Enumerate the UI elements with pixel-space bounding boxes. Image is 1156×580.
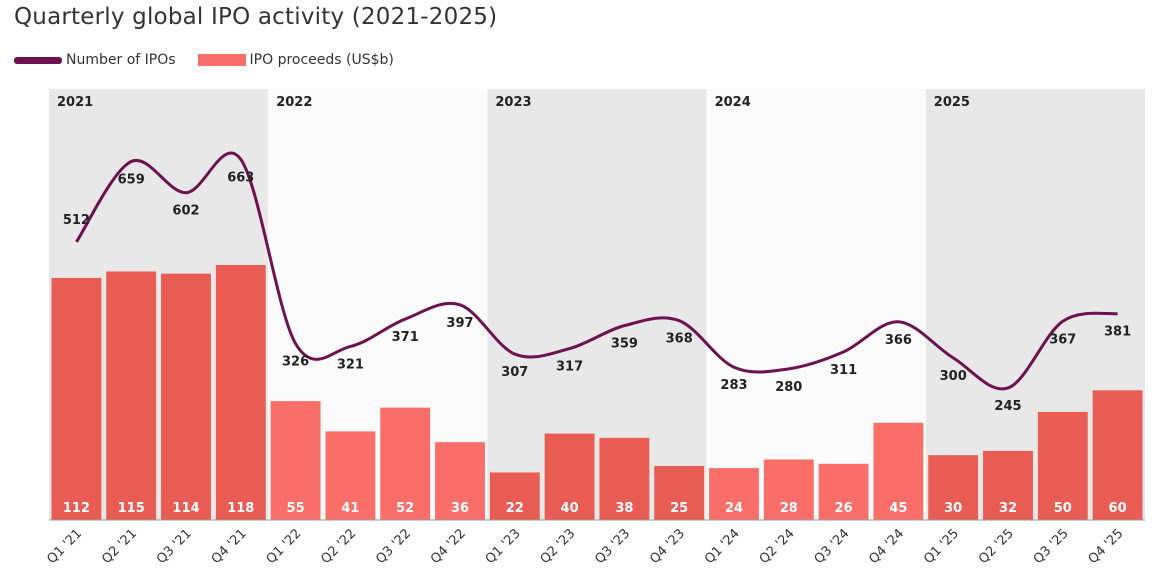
x-tick-label: Q1 '21 xyxy=(44,526,85,567)
bar-proceeds xyxy=(1037,411,1088,520)
bar-value-label: 55 xyxy=(287,501,305,516)
bar-proceeds xyxy=(873,422,924,520)
bar-proceeds xyxy=(599,437,650,520)
bar-value-label: 22 xyxy=(506,501,524,516)
bar-value-label: 25 xyxy=(670,501,688,516)
bar-value-label: 32 xyxy=(999,501,1017,516)
year-label-2022: 2022 xyxy=(276,95,312,110)
bar-proceeds xyxy=(709,468,759,520)
chart-title: Quarterly global IPO activity (2021-2025… xyxy=(14,4,498,30)
bar-value-label: 50 xyxy=(1054,501,1072,516)
bar-value-label: 118 xyxy=(227,501,254,516)
bar-proceeds xyxy=(380,407,431,520)
line-value-label: 371 xyxy=(392,330,419,345)
bar-value-label: 115 xyxy=(118,501,145,516)
x-tick-label: Q4 '23 xyxy=(647,526,688,567)
bar-proceeds xyxy=(818,463,869,520)
legend-item-proceeds[interactable]: IPO proceeds (US$b) xyxy=(197,52,394,68)
x-tick-label: Q4 '22 xyxy=(428,526,469,567)
line-value-label: 300 xyxy=(940,369,967,384)
bar-value-label: 40 xyxy=(561,501,579,516)
x-tick-label: Q2 '24 xyxy=(757,526,798,567)
x-tick-label: Q3 '23 xyxy=(592,526,633,567)
x-tick-label: Q3 '25 xyxy=(1031,526,1072,567)
line-value-label: 311 xyxy=(830,363,857,378)
line-value-label: 359 xyxy=(611,337,638,352)
bar-proceeds xyxy=(544,433,595,520)
x-tick-label: Q4 '24 xyxy=(866,526,907,567)
bar-proceeds xyxy=(983,450,1033,520)
line-value-label: 245 xyxy=(994,399,1021,414)
line-value-label: 321 xyxy=(337,357,364,372)
bar-proceeds xyxy=(51,277,102,520)
bar-value-label: 52 xyxy=(396,501,414,516)
line-value-label: 512 xyxy=(63,213,90,228)
line-value-label: 317 xyxy=(556,360,583,375)
legend-label-proceeds: IPO proceeds (US$b) xyxy=(249,52,394,68)
year-label-2023: 2023 xyxy=(495,95,531,110)
bar-value-label: 24 xyxy=(725,501,743,516)
year-band-2023 xyxy=(487,89,707,520)
x-tick-label: Q4 '25 xyxy=(1086,526,1127,567)
line-value-label: 367 xyxy=(1049,332,1076,347)
line-value-label: 397 xyxy=(446,316,473,331)
bar-value-label: 30 xyxy=(944,501,962,516)
x-tick-label: Q3 '24 xyxy=(812,526,853,567)
bar-value-label: 38 xyxy=(615,501,633,516)
legend-label-ipos: Number of IPOs xyxy=(66,52,176,68)
bar-proceeds xyxy=(654,465,705,520)
line-value-label: 663 xyxy=(227,170,254,185)
x-tick-label: Q1 '22 xyxy=(264,526,305,567)
year-label-2025: 2025 xyxy=(934,95,970,110)
bar-value-label: 28 xyxy=(780,501,798,516)
line-value-label: 280 xyxy=(775,380,802,395)
bar-proceeds xyxy=(928,455,979,520)
line-value-label: 307 xyxy=(501,365,528,380)
year-label-2021: 2021 xyxy=(57,95,93,110)
x-tick-label: Q1 '24 xyxy=(702,526,743,567)
bar-proceeds xyxy=(1092,390,1143,520)
x-tick-label: Q1 '23 xyxy=(483,526,524,567)
bar-value-label: 112 xyxy=(63,501,90,516)
bar-value-label: 26 xyxy=(835,501,853,516)
line-value-label: 368 xyxy=(666,332,693,347)
year-label-2024: 2024 xyxy=(715,95,751,110)
x-tick-label: Q3 '21 xyxy=(154,526,195,567)
x-tick-label: Q1 '25 xyxy=(921,526,962,567)
line-value-label: 326 xyxy=(282,355,309,370)
legend-line-swatch xyxy=(14,56,62,64)
bar-value-label: 41 xyxy=(341,501,359,516)
x-tick-label: Q2 '22 xyxy=(318,526,359,567)
x-tick-label: Q2 '21 xyxy=(99,526,140,567)
x-tick-label: Q2 '23 xyxy=(538,526,579,567)
bar-proceeds xyxy=(763,459,814,520)
bar-proceeds xyxy=(215,265,266,520)
bar-proceeds xyxy=(489,472,540,520)
line-value-label: 283 xyxy=(720,378,747,393)
legend-bar-swatch xyxy=(197,54,246,66)
bar-proceeds xyxy=(270,401,321,520)
line-value-label: 366 xyxy=(885,333,912,348)
x-tick-label: Q3 '22 xyxy=(373,526,414,567)
bar-value-label: 36 xyxy=(451,501,469,516)
x-tick-label: Q4 '21 xyxy=(209,526,250,567)
bar-proceeds xyxy=(325,431,376,520)
line-number-of-ipos xyxy=(75,151,1118,391)
legend: Number of IPOs IPO proceeds (US$b) xyxy=(14,50,416,70)
bar-value-label: 45 xyxy=(889,501,907,516)
bar-proceeds xyxy=(161,273,211,520)
bar-value-label: 60 xyxy=(1109,501,1127,516)
line-value-label: 381 xyxy=(1104,325,1131,340)
legend-item-ipos[interactable]: Number of IPOs xyxy=(14,52,176,68)
bar-proceeds xyxy=(106,271,157,520)
line-value-label: 602 xyxy=(172,204,199,219)
bar-proceeds xyxy=(435,442,485,520)
x-tick-label: Q2 '25 xyxy=(976,526,1017,567)
line-value-label: 659 xyxy=(118,173,145,188)
bar-value-label: 114 xyxy=(172,501,199,516)
